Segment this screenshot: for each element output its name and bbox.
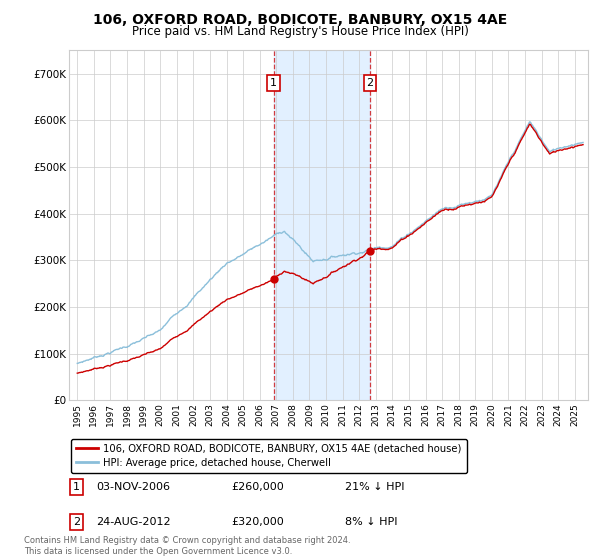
Text: 1: 1	[73, 482, 80, 492]
Text: £260,000: £260,000	[231, 482, 284, 492]
Text: 8% ↓ HPI: 8% ↓ HPI	[345, 517, 398, 527]
Text: Contains HM Land Registry data © Crown copyright and database right 2024.
This d: Contains HM Land Registry data © Crown c…	[24, 536, 350, 556]
Legend: 106, OXFORD ROAD, BODICOTE, BANBURY, OX15 4AE (detached house), HPI: Average pri: 106, OXFORD ROAD, BODICOTE, BANBURY, OX1…	[71, 438, 467, 473]
Text: 21% ↓ HPI: 21% ↓ HPI	[345, 482, 404, 492]
Text: £320,000: £320,000	[231, 517, 284, 527]
Text: Price paid vs. HM Land Registry's House Price Index (HPI): Price paid vs. HM Land Registry's House …	[131, 25, 469, 38]
Text: 2: 2	[73, 517, 80, 527]
Bar	[274, 50, 370, 400]
Text: 1: 1	[270, 78, 277, 88]
Text: 2: 2	[367, 78, 374, 88]
Text: 03-NOV-2006: 03-NOV-2006	[96, 482, 170, 492]
Text: 24-AUG-2012: 24-AUG-2012	[96, 517, 170, 527]
Text: 106, OXFORD ROAD, BODICOTE, BANBURY, OX15 4AE: 106, OXFORD ROAD, BODICOTE, BANBURY, OX1…	[93, 13, 507, 27]
